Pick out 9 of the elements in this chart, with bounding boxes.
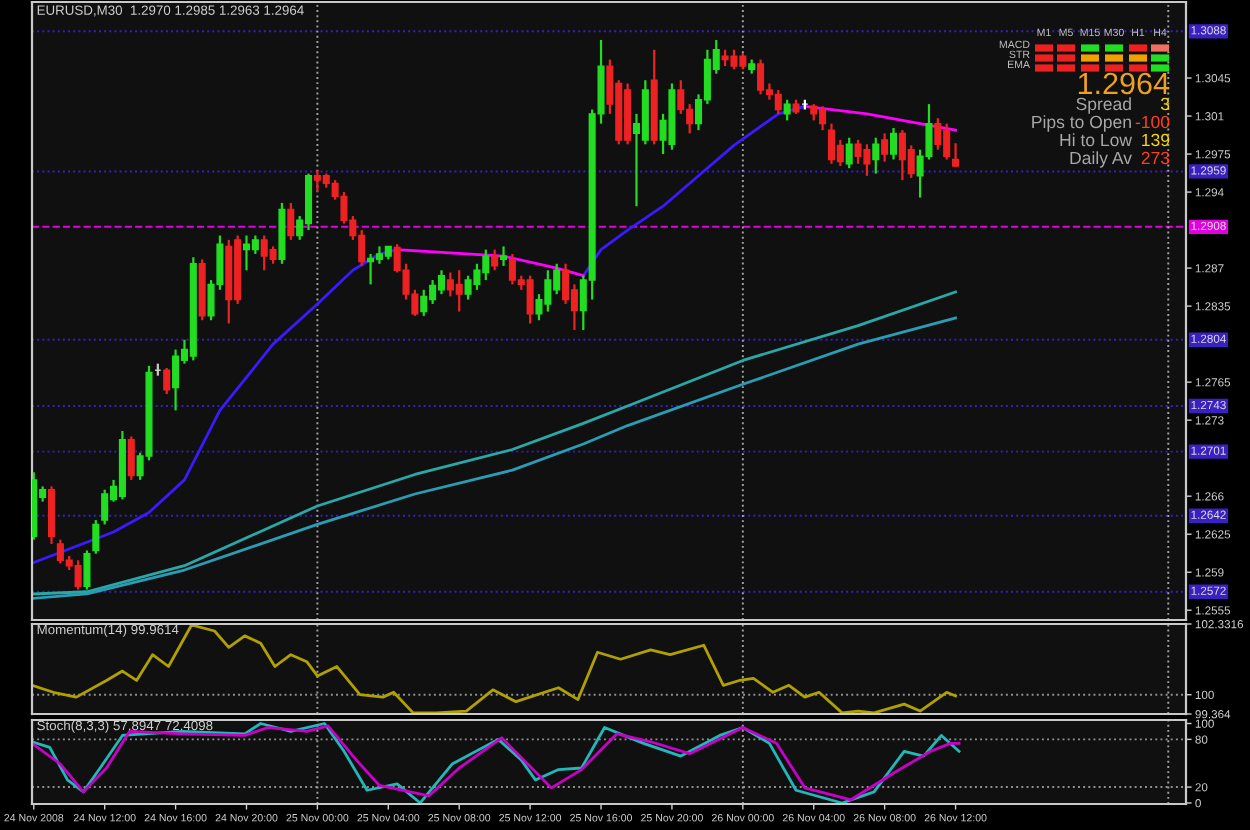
annotation: Pips to Open: [1032, 115, 1131, 132]
annotation: 273: [1141, 151, 1170, 165]
annotation: Daily Av: [1070, 151, 1132, 168]
annotation: -100: [1135, 115, 1170, 129]
annotation: 139: [1142, 133, 1170, 147]
annotation: 3: [1160, 97, 1170, 111]
annotation: Spread: [1076, 97, 1131, 114]
annotation: Hi to Low: [1060, 133, 1133, 147]
annotation: 1.2964: [1078, 72, 1170, 95]
